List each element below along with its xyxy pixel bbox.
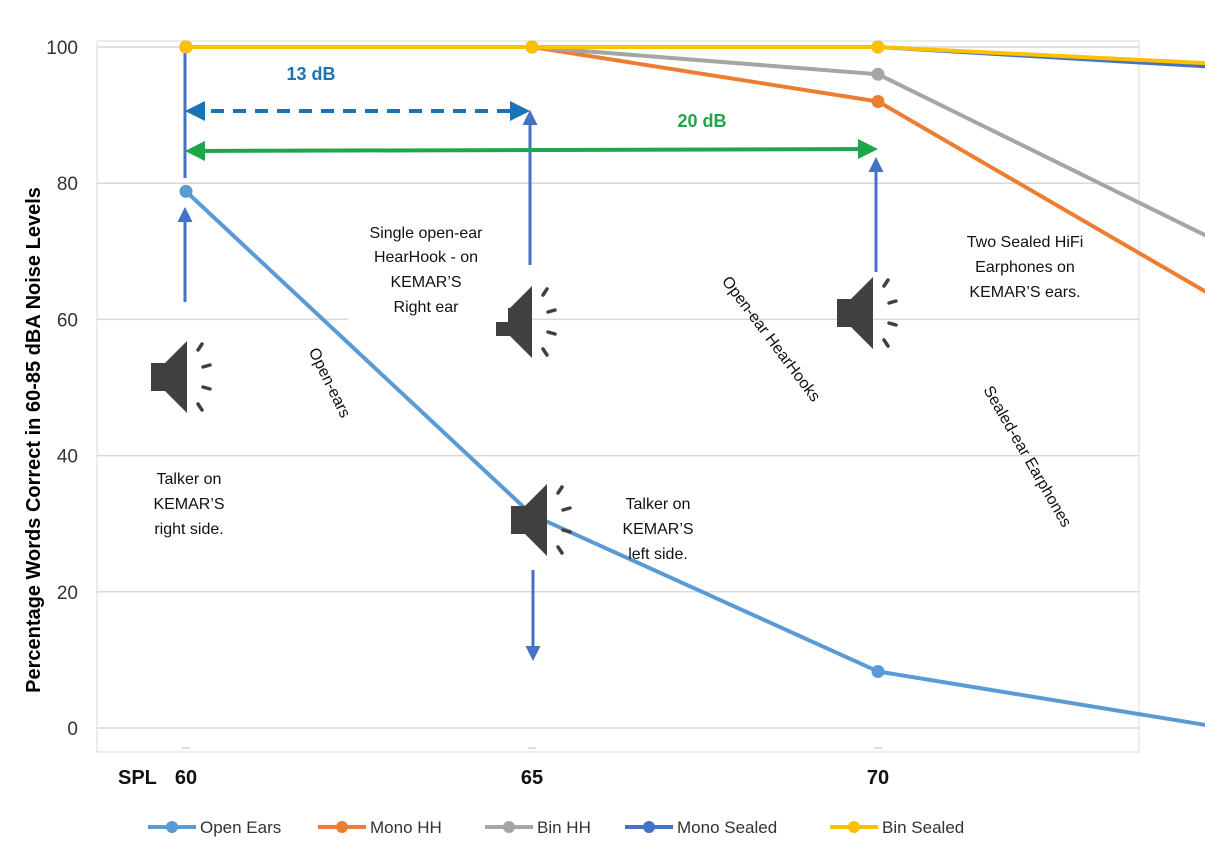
series-group	[179, 40, 1205, 727]
open-ears-label: Open-ears	[305, 345, 353, 420]
y-tick-label: 20	[57, 583, 78, 604]
legend-marker	[503, 821, 515, 833]
legend: Open Ears Mono HH Bin HH Mono Sealed Bin Sea…	[148, 818, 964, 837]
legend-label: Bin HH	[537, 818, 591, 837]
legend-item: Mono Sealed	[625, 818, 777, 837]
speaker-icon	[835, 275, 898, 351]
svg-text:Talker on: Talker on	[157, 471, 222, 488]
svg-text:right side.: right side.	[154, 521, 223, 538]
y-tick-label: 40	[57, 447, 78, 468]
legend-item: Bin HH	[485, 818, 591, 837]
data-point	[871, 94, 885, 108]
x-tick-label: 70	[867, 767, 889, 789]
data-point	[179, 184, 193, 198]
legend-marker	[166, 821, 178, 833]
sealed-label: Sealed-ear Earphones	[980, 383, 1075, 530]
legend-marker	[336, 821, 348, 833]
label-20db: 20 dB	[677, 111, 726, 131]
legend-label: Mono HH	[370, 818, 442, 837]
svg-text:left side.: left side.	[628, 546, 688, 563]
svg-text:KEMAR’S: KEMAR’S	[390, 274, 461, 291]
y-axis-title: Percentage Words Correct in 60-85 dBA No…	[23, 187, 45, 693]
svg-text:KEMAR’S: KEMAR’S	[153, 496, 224, 513]
series-line	[186, 45, 1205, 66]
y-tick-label: 60	[57, 310, 78, 331]
legend-item: Mono HH	[318, 818, 442, 837]
annotation-talker-right: Talker on KEMAR’S right side.	[153, 471, 224, 538]
annotation-talker-left: Talker on KEMAR’S left side.	[622, 496, 693, 563]
y-tick-label: 0	[67, 719, 78, 740]
data-point	[871, 67, 885, 81]
y-tick-label: 100	[46, 38, 78, 59]
legend-item: Open Ears	[148, 818, 281, 837]
legend-label: Mono Sealed	[677, 818, 777, 837]
arrow-20db	[185, 139, 878, 161]
legend-label: Bin Sealed	[882, 818, 964, 837]
y-tick-label: 80	[57, 174, 78, 195]
svg-text:Earphones on: Earphones on	[975, 259, 1075, 276]
speaker-icon	[509, 482, 572, 558]
svg-text:HearHook - on: HearHook - on	[374, 249, 478, 266]
svg-text:Right ear: Right ear	[394, 299, 460, 316]
legend-label: Open Ears	[200, 818, 281, 837]
legend-marker	[643, 821, 655, 833]
series-line	[184, 189, 1205, 727]
svg-text:Single open-ear: Single open-ear	[370, 225, 484, 242]
y-tick-labels: 0 20 40 60 80 100	[46, 38, 78, 740]
x-tick-label: 65	[521, 767, 543, 789]
data-point	[525, 40, 539, 54]
hearhooks-label: Open-ear HearHooks	[718, 273, 823, 405]
data-point	[871, 664, 885, 678]
label-13db: 13 dB	[286, 64, 335, 84]
x-tick-label: 60	[175, 767, 197, 789]
svg-text:Two Sealed HiFi: Two Sealed HiFi	[967, 234, 1084, 251]
svg-text:KEMAR’S: KEMAR’S	[622, 521, 693, 538]
svg-text:KEMAR’S ears.: KEMAR’S ears.	[969, 284, 1080, 301]
series-bin-sealed	[179, 40, 1205, 66]
annotation-two-sealed: Two Sealed HiFi Earphones on KEMAR’S ear…	[967, 234, 1084, 301]
series-line	[186, 45, 1205, 238]
data-point	[179, 40, 193, 54]
x-tick-labels: 606570758085	[175, 747, 889, 789]
speaker-icon	[149, 339, 212, 415]
svg-text:Talker on: Talker on	[626, 496, 691, 513]
legend-marker	[848, 821, 860, 833]
x-axis-prefix: SPL	[118, 767, 157, 789]
plot-area	[96, 40, 1140, 753]
data-point	[871, 40, 885, 54]
annotation-arrows	[177, 52, 884, 661]
legend-item: Bin Sealed	[830, 818, 964, 837]
annotation-single-hearhook: Single open-ear HearHook - on KEMAR’S Ri…	[348, 220, 508, 322]
